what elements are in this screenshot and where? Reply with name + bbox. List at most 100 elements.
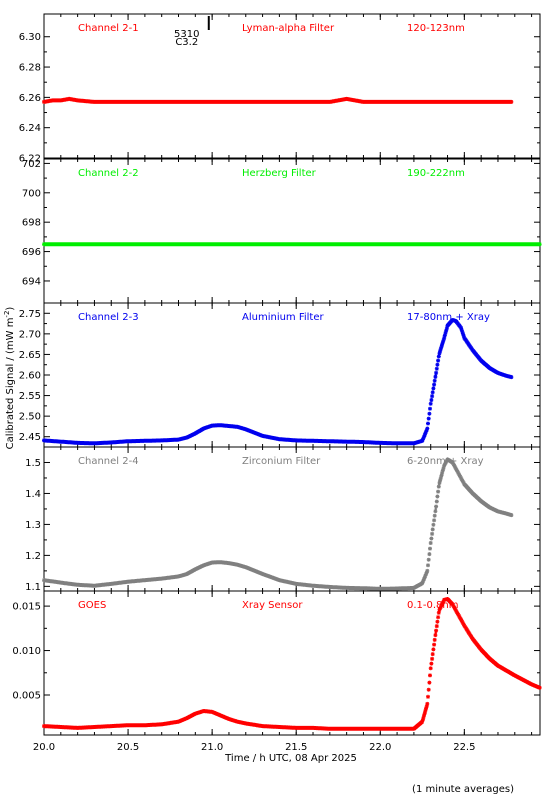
data-point (412, 727, 416, 730)
series-points (42, 597, 542, 731)
data-point (421, 720, 424, 723)
data-point (295, 726, 298, 730)
data-point (227, 100, 231, 104)
data-point (210, 561, 214, 564)
data-point (471, 492, 474, 495)
y-tick-label: 1.5 (25, 458, 41, 469)
data-point (379, 727, 382, 730)
data-point (42, 100, 46, 104)
data-point (59, 99, 63, 102)
y-tick-label: 6.22 (19, 154, 41, 165)
data-point (454, 609, 458, 612)
data-point (446, 458, 449, 461)
data-point (345, 727, 348, 730)
data-point (210, 100, 214, 104)
data-point (345, 243, 348, 246)
series-glyph-path (42, 318, 514, 446)
panel-frame (43, 13, 541, 159)
data-point (227, 424, 231, 428)
series-points (42, 96, 514, 104)
data-point (429, 100, 432, 104)
data-point (76, 583, 79, 587)
data-point (510, 513, 513, 517)
data-point (311, 439, 315, 443)
data-point (429, 667, 432, 670)
data-point (446, 100, 449, 104)
data-point (93, 442, 96, 445)
data-point (412, 586, 416, 590)
data-point (510, 100, 513, 104)
data-point (278, 437, 281, 441)
data-point (244, 565, 247, 569)
data-point (437, 482, 441, 486)
data-point (194, 568, 197, 571)
data-point (446, 243, 449, 246)
panel-channel-label: Channel 2-2 (78, 168, 139, 179)
data-point (311, 726, 315, 730)
data-point (177, 243, 180, 246)
data-point (42, 439, 46, 442)
y-tick-label: 2.50 (19, 412, 41, 423)
data-point (538, 243, 542, 246)
data-point (227, 561, 231, 565)
data-point (459, 326, 463, 329)
data-point (463, 624, 466, 627)
data-point (227, 717, 231, 721)
data-point (451, 603, 454, 606)
data-point (379, 100, 382, 104)
flare-marker-label-top: 5310 (174, 29, 199, 40)
data-point (210, 710, 214, 714)
data-point (219, 714, 222, 717)
data-point (328, 440, 332, 443)
panel-band-label: 190-222nm (407, 168, 465, 179)
data-point (185, 572, 189, 576)
data-point (59, 725, 63, 729)
series-points (42, 318, 514, 446)
data-point (143, 578, 147, 582)
data-point (421, 439, 424, 443)
data-point (426, 702, 429, 706)
x-tick-label: 21.5 (285, 742, 307, 753)
data-point (429, 402, 432, 405)
data-point (311, 243, 315, 246)
data-point (110, 582, 113, 586)
data-point (362, 587, 365, 590)
data-point (126, 440, 130, 443)
y-axis-label-end: ) (5, 307, 16, 311)
data-point (412, 100, 416, 104)
data-point (513, 674, 516, 677)
data-point (143, 100, 147, 104)
data-point (479, 100, 483, 104)
panel-filter-label: Xray Sensor (242, 600, 303, 611)
data-point (412, 243, 416, 246)
data-point (412, 442, 416, 445)
panel-channel-label: Channel 2-3 (78, 312, 139, 323)
data-point (219, 423, 222, 427)
y-axis-label: Calibrated Signal / (mW m-2) (3, 307, 16, 450)
data-point (76, 243, 79, 246)
data-point (479, 499, 483, 503)
data-point (177, 575, 180, 578)
data-point (236, 720, 239, 723)
data-point (479, 648, 483, 651)
data-point (437, 353, 441, 356)
data-point (379, 587, 382, 591)
y-tick-label: 702 (22, 159, 41, 170)
data-point (177, 720, 180, 723)
data-point (328, 585, 332, 589)
data-point (446, 324, 449, 327)
y-tick-label: 1.3 (25, 520, 41, 531)
data-point (110, 441, 113, 444)
panel-band-label: 120-123nm (407, 23, 465, 34)
data-point (311, 100, 315, 104)
data-point (505, 512, 508, 515)
y-tick-label: 6.24 (19, 123, 41, 134)
y-tick-label: 2.55 (19, 391, 41, 402)
data-point (278, 100, 281, 104)
y-tick-label: 2.70 (19, 329, 41, 340)
data-point (76, 441, 79, 445)
data-point (160, 577, 163, 580)
data-point (479, 359, 483, 362)
